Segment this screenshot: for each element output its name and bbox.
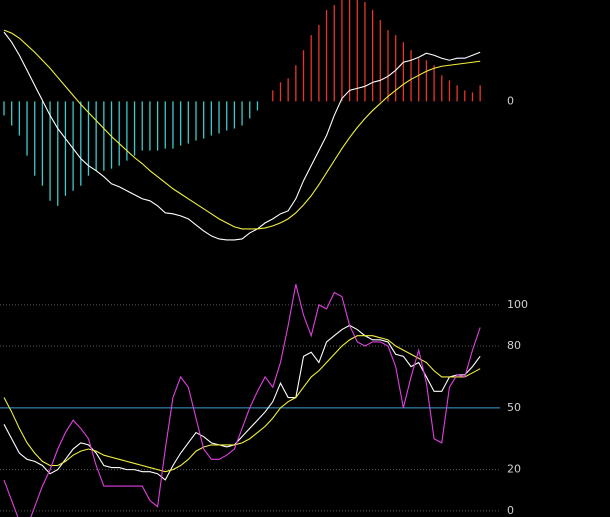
line-series (3, 324, 481, 481)
y-tick-label: 80 (507, 339, 521, 352)
line-series (3, 335, 481, 473)
y-tick-label: 50 (507, 401, 521, 414)
y-tick-label: 100 (507, 298, 528, 311)
line-series (3, 31, 481, 241)
line-series (3, 284, 481, 517)
line-series (3, 29, 481, 230)
y-tick-label: 20 (507, 463, 521, 476)
panel (3, 0, 481, 241)
panel (0, 284, 500, 517)
y-tick-label: 0 (507, 94, 514, 107)
y-tick-label: 0 (507, 504, 514, 517)
